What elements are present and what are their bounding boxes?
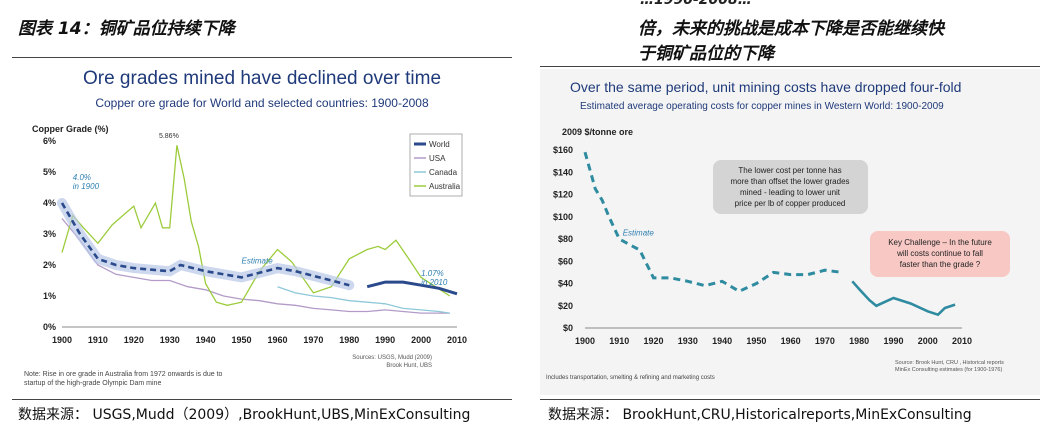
right-annotation-box2 (870, 231, 1010, 277)
left-y-tick-label: 1% (43, 291, 56, 301)
left-y-tick-label: 3% (43, 229, 56, 239)
left-sources-line2: Brook Hunt, UBS (386, 363, 432, 369)
left-x-tick-label: 1990 (375, 335, 395, 345)
right-x-tick-label: 1960 (781, 336, 801, 346)
left-series-world-estimate (60, 202, 350, 287)
right-annotation-box2-text-line-1: will costs continue to fall (896, 249, 983, 258)
right-annotation-estimate: Estimate (623, 229, 655, 238)
left-x-tick-label: 1970 (303, 335, 323, 345)
right-source-rule (540, 399, 1040, 400)
left-x-tick-label: 1930 (160, 335, 180, 345)
left-title-rule (12, 57, 512, 58)
right-x-tick-label: 1910 (609, 336, 629, 346)
right-series-cost-estimate (583, 151, 843, 293)
right-annotation-box2-text-line-2: faster than the grade ? (900, 260, 981, 269)
left-y-tick-label: 0% (43, 322, 56, 332)
left-x-tick-label: 1960 (267, 335, 287, 345)
left-series-usa (61, 218, 450, 314)
right-source: 数据来源： BrookHunt,CRU,Historicalreports,Mi… (548, 407, 972, 423)
left-y-tick-label: 2% (43, 260, 56, 270)
left-x-tick-label: 1980 (339, 335, 359, 345)
right-y-tick-label: $20 (558, 301, 573, 311)
left-x-tick-label: 1900 (52, 335, 72, 345)
left-source-rule (12, 399, 512, 400)
right-x-tick-label: 1990 (883, 336, 903, 346)
right-y-tick-label: $0 (563, 323, 573, 333)
right-chart-subtitle: Estimated average operating costs for co… (580, 101, 944, 112)
left-chart-panel: Ore grades mined have declined over time… (12, 60, 512, 395)
right-annotation-box2-text-line-0: Key Challenge – In the future (888, 238, 992, 247)
right-x-tick-label: 2000 (918, 336, 938, 346)
left-figure-title: 图表 14：铜矿品位持续下降 (18, 19, 235, 39)
right-y-tick-label: $40 (558, 279, 573, 289)
right-x-tick-label: 1920 (644, 336, 664, 346)
right-x-tick-label: 1950 (746, 336, 766, 346)
right-sources-line2: MinEx Consulting estimates (for 1900-197… (895, 367, 1002, 373)
right-annotation-box1 (713, 160, 868, 214)
left-series-world (366, 280, 458, 296)
right-cropped-text: …1990-2008… (640, 0, 752, 8)
left-sources-line1: Sources: USGS, Mudd (2009) (352, 355, 432, 361)
right-annotation-box1-text-line-3: price per lb of copper produced (735, 199, 846, 208)
right-x-tick-label: 1940 (712, 336, 732, 346)
right-chart-panel: Over the same period, unit mining costs … (540, 69, 1040, 395)
left-annotation-end: 1.07% (421, 269, 444, 278)
left-chart-subtitle: Copper ore grade for World and selected … (95, 96, 429, 110)
left-x-tick-label: 1910 (88, 335, 108, 345)
right-footnote: Includes transportation, smelting & refi… (546, 375, 715, 381)
right-x-tick-label: 1980 (849, 336, 869, 346)
right-chart-title: Over the same period, unit mining costs … (570, 79, 962, 95)
left-annotation-start-year: in 1900 (73, 182, 100, 191)
left-note-line2: startup of the high-grade Olympic Dam mi… (24, 380, 161, 387)
right-annotation-box1-text-line-0: The lower cost per tonne has (738, 166, 841, 175)
right-x-tick-label: 1900 (575, 336, 595, 346)
right-y-axis-title: 2009 $/tonne ore (562, 127, 633, 137)
left-annotation-end-year: in 2010 (421, 278, 448, 287)
right-series-cost (851, 280, 956, 317)
left-legend-label-canada: Canada (429, 168, 458, 177)
left-x-tick-label: 1920 (124, 335, 144, 345)
right-x-tick-label: 1970 (815, 336, 835, 346)
left-x-tick-label: 2010 (447, 335, 467, 345)
right-y-tick-label: $100 (553, 212, 573, 222)
left-x-tick-label: 2000 (411, 335, 431, 345)
right-x-tick-label: 2010 (952, 336, 972, 346)
left-y-axis-title: Copper Grade (%) (32, 124, 109, 134)
right-annotation-box1-text-line-1: more than offset the lower grades (730, 177, 849, 186)
right-annotation-box1-text-line-2: mined - leading to lower unit (740, 188, 841, 197)
left-y-tick-label: 6% (43, 136, 56, 146)
right-y-tick-label: $80 (558, 234, 573, 244)
left-note-line1: Note: Rise in ore grade in Australia fro… (24, 371, 223, 378)
left-annotation-estimate: Estimate (242, 256, 274, 265)
left-y-tick-label: 5% (43, 167, 56, 177)
right-x-tick-label: 1930 (678, 336, 698, 346)
right-figure-title-line2: 于铜矿品位的下降 (638, 44, 774, 64)
left-source: 数据来源： USGS,Mudd（2009）,BrookHunt,UBS,MinE… (18, 407, 471, 423)
left-y-tick-label: 4% (43, 198, 56, 208)
right-chart-svg: 2009 $/tonne ore $0 $20 $40 $60 $80 $100 $120 $1… (546, 127, 1010, 381)
right-title-rule (540, 66, 1040, 67)
right-y-tick-label: $60 (558, 256, 573, 266)
right-y-tick-label: $140 (553, 167, 573, 177)
right-sources-line1: Source: Brook Hunt, CRU , Historical rep… (895, 360, 1004, 366)
right-y-tick-label: $120 (553, 190, 573, 200)
right-y-tick-label: $160 (553, 145, 573, 155)
left-legend-label-australia: Australia (429, 182, 461, 191)
left-legend-label-world: World (429, 140, 450, 149)
right-figure-title-line1: 倍，未来的挑战是成本下降是否能继续快 (638, 19, 944, 39)
left-series-australia (61, 145, 451, 306)
left-chart-title: Ore grades mined have declined over time (82, 68, 442, 89)
left-annotation-peak: 5.86% (159, 133, 179, 140)
left-annotation-start: 4.0% (73, 173, 91, 182)
left-series-canada (277, 286, 450, 314)
left-legend-label-usa: USA (429, 154, 446, 163)
left-x-tick-label: 1940 (196, 335, 216, 345)
left-chart-svg: Copper Grade (%) 0% 1% 2% 3% 4% 5% 6% 1900 1910 19… (24, 124, 467, 387)
left-x-tick-label: 1950 (232, 335, 252, 345)
